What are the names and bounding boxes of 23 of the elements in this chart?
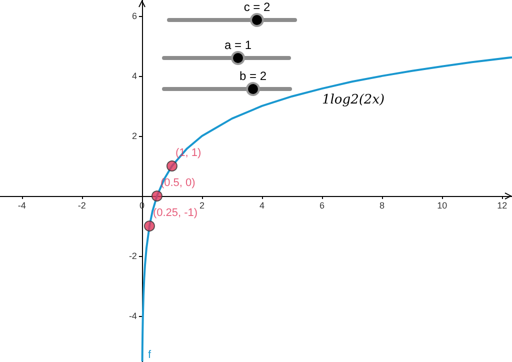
y-tick-label: 4 [132,70,137,81]
x-tick-label: 6 [320,200,325,211]
annotation: b = 2 [239,69,267,83]
x-tick-label: 12 [497,200,508,211]
x-tick-label: -2 [78,200,86,211]
x-tick-label: 10 [437,200,448,211]
annotation: c = 2 [244,0,270,14]
annotation: 1log2(2x) [322,92,385,108]
point [144,220,155,232]
annotation: a = 1 [224,38,252,52]
y-tick-label: -4 [128,311,137,322]
y-tick-label: 6 [132,10,137,21]
x-tick-label: -4 [18,200,26,211]
x-tick-label: 8 [380,200,385,211]
y-tick-label: 2 [132,130,137,141]
annotation: f [148,349,152,361]
x-tick-label: 2 [199,200,204,211]
point [151,190,162,202]
line-series [141,56,512,362]
data-label: (0.25, -1) [152,207,198,220]
x-tick-label: 4 [259,200,265,211]
y-tick-label: -2 [128,251,137,262]
point [166,160,178,172]
